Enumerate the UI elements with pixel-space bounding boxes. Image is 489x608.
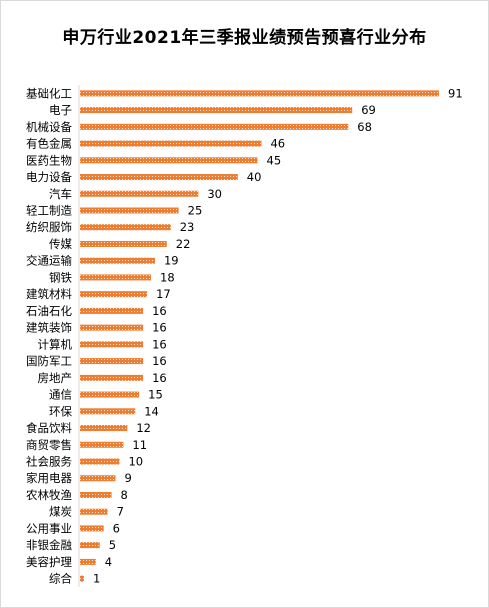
bar bbox=[80, 240, 167, 247]
category-label: 房地产 bbox=[38, 371, 73, 385]
bar bbox=[80, 542, 100, 549]
value-label: 22 bbox=[176, 237, 191, 251]
bar bbox=[80, 190, 199, 197]
value-label: 15 bbox=[148, 388, 163, 402]
category-label: 家用电器 bbox=[26, 471, 72, 485]
category-label: 煤炭 bbox=[49, 505, 72, 519]
category-label: 机械设备 bbox=[26, 120, 72, 134]
bar bbox=[80, 575, 84, 582]
value-label: 45 bbox=[267, 153, 282, 167]
category-label: 汽车 bbox=[49, 187, 72, 201]
chart-title: 申万行业2021年三季报业绩预告预喜行业分布 bbox=[62, 28, 427, 48]
value-label: 69 bbox=[361, 103, 376, 117]
category-label: 计算机 bbox=[38, 337, 73, 351]
category-label: 基础化工 bbox=[26, 86, 72, 100]
value-label: 5 bbox=[109, 538, 116, 552]
value-label: 16 bbox=[152, 337, 167, 351]
bar bbox=[80, 123, 349, 130]
category-label: 美容护理 bbox=[26, 555, 72, 569]
bar bbox=[80, 324, 144, 331]
bar bbox=[80, 107, 353, 114]
category-label: 电力设备 bbox=[26, 170, 72, 184]
bar bbox=[80, 207, 179, 214]
category-label: 石油石化 bbox=[26, 304, 72, 318]
bar bbox=[80, 425, 128, 432]
value-label: 30 bbox=[207, 187, 222, 201]
bar bbox=[80, 374, 144, 381]
category-label: 建筑材料 bbox=[26, 287, 72, 301]
value-label: 11 bbox=[132, 438, 147, 452]
value-label: 18 bbox=[160, 270, 175, 284]
value-label: 40 bbox=[247, 170, 262, 184]
bar bbox=[80, 408, 136, 415]
value-label: 25 bbox=[188, 204, 203, 218]
value-label: 23 bbox=[180, 220, 195, 234]
bar bbox=[80, 558, 96, 565]
bar bbox=[80, 491, 112, 498]
value-label: 68 bbox=[357, 120, 372, 134]
value-label: 14 bbox=[144, 404, 159, 418]
value-label: 4 bbox=[105, 555, 112, 569]
category-label: 传媒 bbox=[49, 237, 72, 251]
bar bbox=[80, 291, 148, 298]
category-label: 有色金属 bbox=[26, 137, 72, 151]
category-label: 公用事业 bbox=[26, 521, 72, 535]
bar bbox=[80, 257, 155, 264]
bar bbox=[80, 458, 120, 465]
category-label: 农林牧渔 bbox=[26, 488, 72, 502]
bar bbox=[80, 441, 124, 448]
value-label: 46 bbox=[270, 137, 285, 151]
value-label: 16 bbox=[152, 354, 167, 368]
bar bbox=[80, 508, 108, 515]
bar bbox=[80, 475, 116, 482]
category-label: 电子 bbox=[49, 103, 72, 117]
bar bbox=[80, 90, 439, 97]
value-label: 8 bbox=[121, 488, 128, 502]
category-label: 综合 bbox=[49, 572, 72, 586]
bar bbox=[80, 157, 258, 164]
category-label: 交通运输 bbox=[26, 254, 72, 268]
bar bbox=[80, 224, 171, 231]
bar bbox=[80, 140, 262, 147]
category-label: 商贸零售 bbox=[26, 438, 72, 452]
value-label: 19 bbox=[164, 254, 179, 268]
value-label: 17 bbox=[156, 287, 171, 301]
category-label: 食品饮料 bbox=[26, 421, 72, 435]
value-label: 91 bbox=[448, 86, 463, 100]
category-label: 社会服务 bbox=[26, 455, 72, 469]
bar bbox=[80, 358, 144, 365]
value-label: 16 bbox=[152, 321, 167, 335]
category-label: 建筑装饰 bbox=[26, 321, 72, 335]
value-label: 12 bbox=[136, 421, 151, 435]
category-label: 纺织服饰 bbox=[26, 220, 72, 234]
category-label: 轻工制造 bbox=[26, 204, 72, 218]
bar bbox=[80, 307, 144, 314]
category-label: 钢铁 bbox=[49, 270, 72, 284]
value-label: 16 bbox=[152, 371, 167, 385]
category-label: 国防军工 bbox=[26, 354, 72, 368]
value-label: 1 bbox=[93, 572, 100, 586]
value-label: 7 bbox=[117, 505, 124, 519]
bar bbox=[80, 525, 104, 532]
value-label: 10 bbox=[128, 455, 143, 469]
bar bbox=[80, 341, 144, 348]
category-label: 医药生物 bbox=[26, 153, 72, 167]
category-label: 非银金融 bbox=[26, 538, 72, 552]
value-label: 16 bbox=[152, 304, 167, 318]
category-label: 环保 bbox=[49, 404, 72, 418]
category-label: 通信 bbox=[49, 388, 72, 402]
value-label: 9 bbox=[125, 471, 132, 485]
bar bbox=[80, 391, 140, 398]
bar bbox=[80, 274, 152, 281]
value-label: 6 bbox=[113, 521, 120, 535]
bar bbox=[80, 174, 238, 181]
